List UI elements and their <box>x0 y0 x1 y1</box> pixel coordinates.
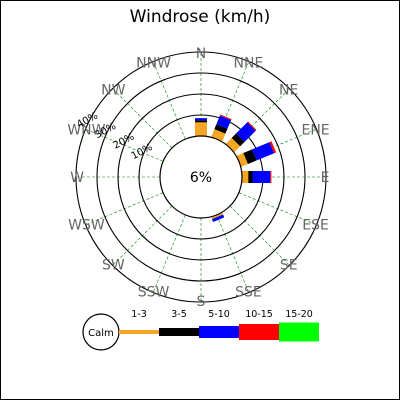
direction-label-se: SE <box>280 258 298 274</box>
bar-ene-5-10 <box>252 142 275 161</box>
legend-swatch-5-10 <box>199 326 239 338</box>
legend-label-15-20: 15-20 <box>285 309 313 320</box>
calm-circle: 6% <box>159 135 243 219</box>
bar-sse-5-10 <box>211 214 225 223</box>
bar-ne-10-15 <box>247 121 257 131</box>
direction-label-w: W <box>70 170 84 186</box>
bar-nne-1-3 <box>211 129 226 142</box>
bar-ne-5-10 <box>236 122 256 142</box>
legend-swatch-1-3 <box>119 330 159 334</box>
bar-nne-5-10 <box>216 115 232 129</box>
legend-swatch-3-5 <box>159 328 199 336</box>
bar-ne-3-5 <box>231 133 245 147</box>
bar-ene-10-15 <box>269 141 277 154</box>
direction-label-wnw: WNW <box>67 123 105 139</box>
direction-label-sw: SW <box>102 258 125 274</box>
direction-label-nne: NNE <box>234 55 264 71</box>
speed-legend: Calm 1-3 3-5 5-10 10-15 15-20 <box>82 309 319 351</box>
legend-label-5-10: 5-10 <box>208 309 230 320</box>
legend-label-10-15: 10-15 <box>245 309 273 320</box>
ring-label-20: 20% <box>111 131 136 151</box>
frequency-rings <box>75 51 327 303</box>
wind-bars <box>195 114 277 223</box>
direction-label-wsw: WSW <box>68 217 105 233</box>
direction-label-sse: SSE <box>235 285 262 301</box>
direction-label-e: E <box>321 170 330 186</box>
direction-labels: N NNE NE ENE E ESE SE SSE S SSW SW WSW W WNW NW NNW <box>67 46 329 310</box>
legend-label-1-3: 1-3 <box>131 309 147 320</box>
bar-nne-3-5 <box>214 124 228 134</box>
ring-20 <box>117 93 285 261</box>
ring-30 <box>96 72 306 282</box>
chart-title: Windrose (km/h) <box>129 7 271 27</box>
direction-label-ne: NE <box>279 82 298 98</box>
direction-label-n: N <box>196 46 206 62</box>
direction-label-nnw: NNW <box>136 55 171 71</box>
direction-label-ese: ESE <box>302 217 329 233</box>
bar-ene-1-3 <box>236 152 248 167</box>
calm-percent-label: 6% <box>190 170 212 186</box>
legend-label-3-5: 3-5 <box>171 309 187 320</box>
legend-swatch-15-20 <box>279 322 319 342</box>
direction-label-ene: ENE <box>301 123 329 139</box>
direction-label-ssw: SSW <box>138 285 170 301</box>
bar-ene-3-5 <box>243 149 257 165</box>
bar-ne-1-3 <box>225 137 241 153</box>
ring-40 <box>75 51 327 303</box>
legend-swatch-10-15 <box>239 324 279 340</box>
calm-circle-shape <box>159 135 243 219</box>
legend-calm-label: Calm <box>88 328 114 339</box>
direction-label-nw: NW <box>101 82 125 98</box>
direction-label-s: S <box>197 294 206 310</box>
